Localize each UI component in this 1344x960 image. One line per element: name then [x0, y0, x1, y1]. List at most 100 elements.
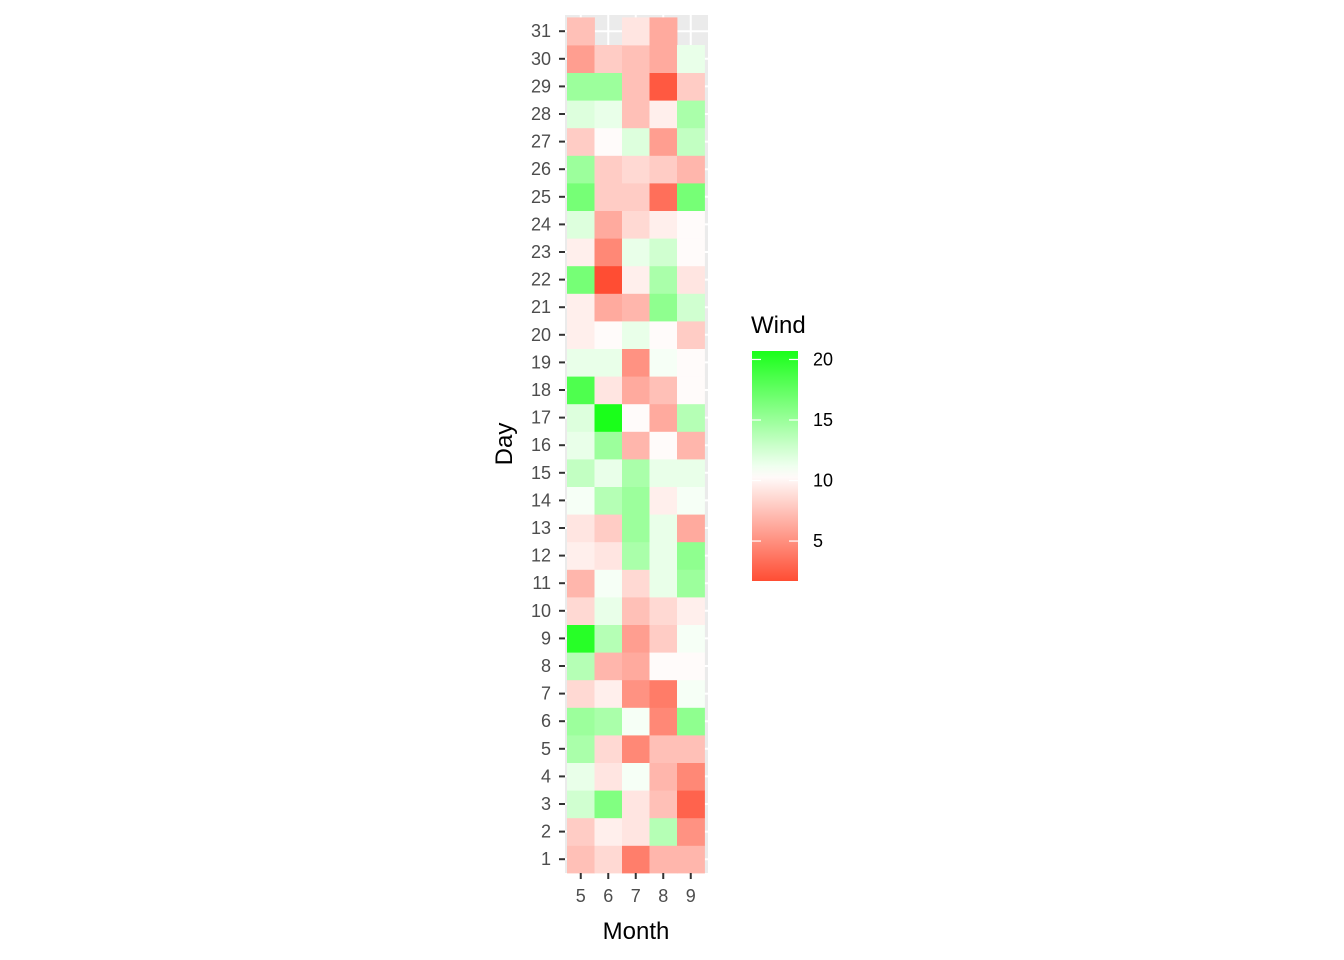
heatmap-tile: [649, 707, 678, 736]
y-tick-label: 29: [531, 76, 551, 96]
heatmap-tile: [567, 569, 595, 598]
heatmap-tile: [594, 541, 623, 570]
heatmap-tile: [677, 652, 705, 681]
heatmap-tile: [677, 321, 705, 349]
x-tick-label: 8: [658, 886, 668, 906]
heatmap-tile: [649, 790, 678, 819]
color-legend: Wind 20 15 10 5: [751, 312, 833, 581]
y-axis: 1234567891011121314151617181920212223242…: [531, 21, 565, 869]
heatmap-tile: [649, 817, 678, 846]
heatmap-tile: [594, 100, 623, 129]
heatmap-tile: [594, 569, 623, 598]
heatmap-tile: [594, 762, 623, 791]
heatmap-tile: [594, 790, 623, 819]
heatmap-tile: [649, 652, 678, 681]
y-tick-label: 3: [541, 794, 551, 814]
heatmap-tile: [594, 45, 623, 73]
heatmap-tile: [594, 265, 623, 294]
x-tick-label: 7: [631, 886, 641, 906]
heatmap-tile: [649, 100, 678, 129]
heatmap-tile: [622, 17, 650, 46]
heatmap-tile: [677, 845, 705, 874]
x-tick-label: 6: [603, 886, 613, 906]
heatmap-tile: [622, 321, 650, 349]
heatmap-tile: [677, 624, 705, 653]
heatmap-tile: [677, 514, 705, 543]
y-tick-label: 25: [531, 187, 551, 207]
heatmap-tile: [677, 486, 705, 515]
heatmap-tile: [594, 403, 623, 432]
heatmap-tile: [567, 541, 595, 570]
heatmap-tile: [567, 624, 595, 653]
heatmap-tile: [594, 817, 623, 846]
heatmap-tile: [622, 348, 650, 377]
heatmap-tile: [594, 652, 623, 681]
y-tick-label: 18: [531, 380, 551, 400]
y-tick-label: 30: [531, 49, 551, 69]
heatmap-tile: [649, 238, 678, 267]
heatmap-tile: [677, 790, 705, 819]
heatmap-tile: [677, 348, 705, 377]
heatmap-tile: [622, 155, 650, 184]
heatmap-tile: [567, 155, 595, 184]
heatmap-tile: [677, 431, 705, 460]
heatmap-tile: [622, 100, 650, 129]
y-axis-title: Day: [491, 423, 518, 466]
heatmap-tile: [594, 72, 623, 101]
legend-title: Wind: [751, 312, 806, 339]
heatmap-tile: [567, 431, 595, 460]
heatmap-tile: [567, 403, 595, 432]
heatmap-tile: [622, 431, 650, 460]
heatmap-tile: [594, 155, 623, 184]
heatmap-tile: [649, 624, 678, 653]
heatmap-tile: [649, 431, 678, 460]
y-tick-label: 7: [541, 684, 551, 704]
heatmap-tile: [622, 183, 650, 211]
y-tick-label: 11: [532, 573, 551, 593]
heatmap-tile: [622, 762, 650, 791]
heatmap-tile: [649, 72, 678, 101]
heatmap-tile: [594, 679, 623, 708]
heatmap-tile: [622, 541, 650, 570]
heatmap-tile: [567, 321, 595, 349]
heatmap-tile: [594, 127, 623, 156]
heatmap-tile: [622, 790, 650, 819]
heatmap-tile: [594, 210, 623, 239]
y-tick-label: 22: [531, 270, 551, 290]
heatmap-tile: [677, 541, 705, 570]
heatmap-tile: [622, 679, 650, 708]
heatmap-tile: [567, 293, 595, 322]
heatmap-tile: [594, 707, 623, 736]
heatmap-tile: [594, 348, 623, 377]
legend-label: 5: [813, 531, 823, 551]
heatmap-tile: [677, 100, 705, 129]
heatmap-tile: [677, 459, 705, 487]
heatmap-tile: [594, 735, 623, 763]
heatmap-tile: [649, 348, 678, 377]
heatmap-tile: [649, 514, 678, 543]
heatmap-tile: [649, 210, 678, 239]
y-tick-label: 13: [531, 518, 551, 538]
heatmap-tile: [594, 293, 623, 322]
heatmap-tile: [649, 597, 678, 625]
heatmap-tile: [677, 679, 705, 708]
heatmap-tile: [622, 210, 650, 239]
heatmap-tile: [567, 817, 595, 846]
y-tick-label: 26: [531, 159, 551, 179]
heatmap-tile: [594, 321, 623, 349]
heatmap-tile: [567, 17, 595, 46]
heatmap-tile: [677, 127, 705, 156]
heatmap-tile: [622, 817, 650, 846]
heatmap-tile: [649, 293, 678, 322]
heatmap-tile: [567, 72, 595, 101]
heatmap-tile: [567, 735, 595, 763]
heatmap-tile: [677, 735, 705, 763]
y-tick-label: 5: [541, 739, 551, 759]
y-tick-label: 21: [531, 297, 551, 317]
heatmap-tile: [677, 238, 705, 267]
heatmap-tile: [594, 183, 623, 211]
heatmap-tile: [649, 459, 678, 487]
heatmap-tile: [567, 100, 595, 129]
heatmap-tiles: [567, 17, 705, 874]
